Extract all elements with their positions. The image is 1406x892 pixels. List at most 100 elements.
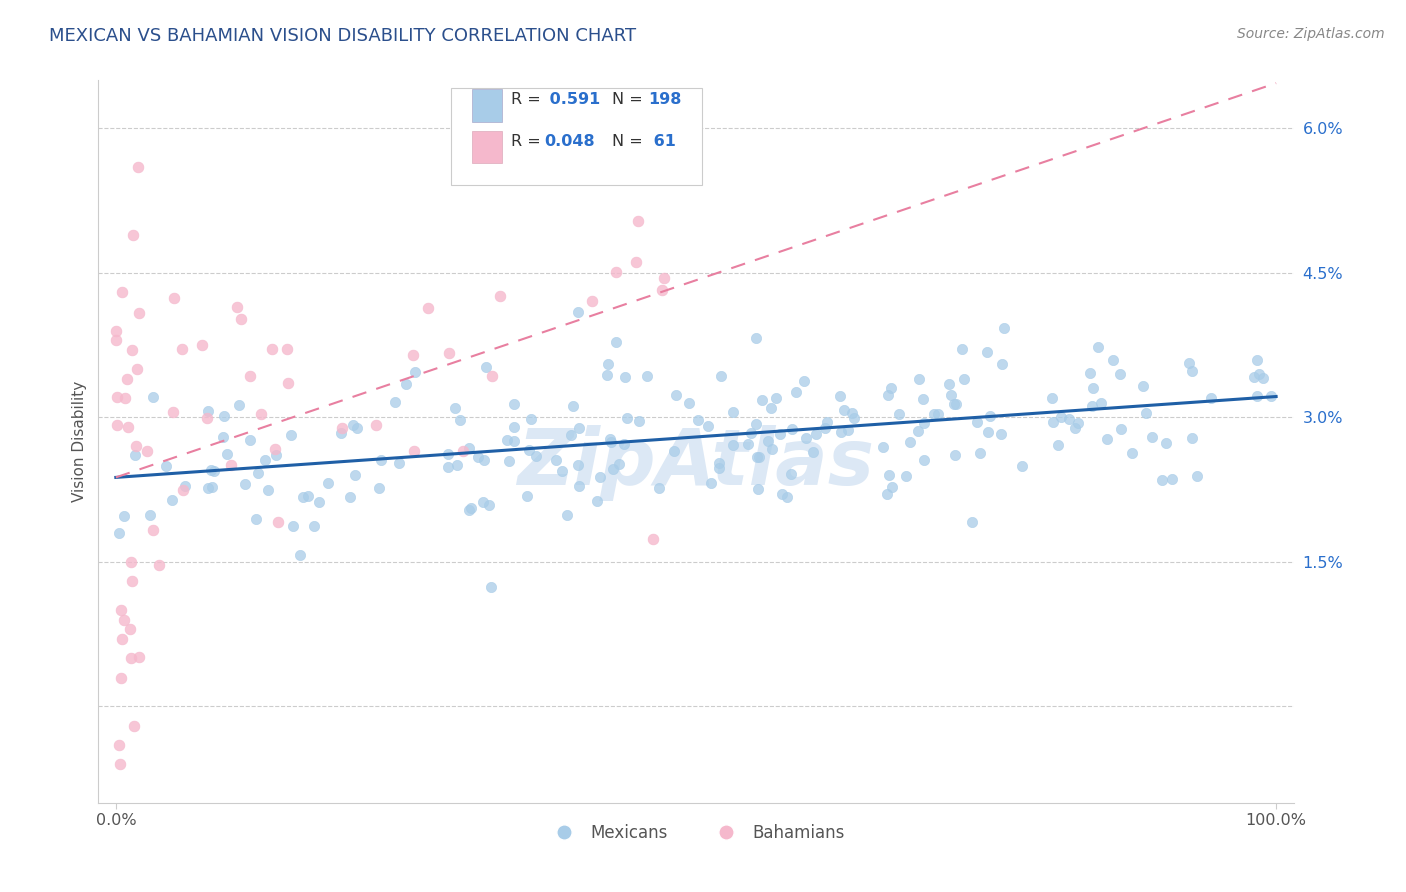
- Point: [197, 481, 219, 495]
- Point: [498, 454, 520, 468]
- Point: [907, 424, 929, 438]
- Point: [416, 301, 439, 315]
- Point: [127, 160, 149, 174]
- Point: [1156, 436, 1178, 450]
- Point: [1135, 406, 1157, 420]
- Point: [568, 479, 591, 493]
- Point: [112, 613, 135, 627]
- Point: [688, 412, 710, 426]
- Point: [105, 390, 128, 404]
- Point: [1067, 417, 1090, 431]
- Point: [225, 300, 247, 314]
- Point: [160, 493, 183, 508]
- Point: [1040, 392, 1063, 406]
- Text: 198: 198: [648, 93, 682, 107]
- Point: [900, 435, 922, 450]
- Point: [887, 407, 910, 421]
- Point: [502, 397, 524, 411]
- Point: [700, 476, 723, 491]
- Point: [1251, 370, 1274, 384]
- Point: [437, 447, 460, 461]
- Point: [479, 580, 502, 594]
- Point: [1152, 474, 1174, 488]
- Point: [1083, 381, 1105, 395]
- Point: [202, 464, 225, 478]
- Point: [467, 450, 489, 464]
- Point: [238, 369, 260, 384]
- Point: [524, 449, 547, 463]
- Point: [721, 405, 744, 419]
- Point: [330, 425, 353, 440]
- Point: [139, 508, 162, 523]
- Point: [108, 738, 131, 752]
- Point: [751, 392, 773, 407]
- Point: [395, 376, 418, 391]
- Point: [747, 482, 769, 496]
- Point: [172, 343, 194, 357]
- Point: [201, 480, 224, 494]
- Point: [1057, 412, 1080, 426]
- Point: [876, 388, 898, 402]
- Point: [120, 555, 142, 569]
- Point: [122, 228, 145, 243]
- Y-axis label: Vision Disability: Vision Disability: [72, 381, 87, 502]
- Point: [283, 518, 305, 533]
- Point: [1249, 367, 1271, 381]
- Point: [370, 453, 392, 467]
- Point: [912, 416, 935, 430]
- Point: [1102, 353, 1125, 368]
- Point: [765, 391, 787, 405]
- Point: [605, 265, 627, 279]
- FancyBboxPatch shape: [451, 87, 702, 185]
- Point: [1050, 409, 1073, 424]
- Point: [938, 376, 960, 391]
- Point: [814, 421, 837, 435]
- Point: [761, 442, 783, 456]
- Point: [842, 410, 865, 425]
- Point: [721, 437, 744, 451]
- Point: [503, 434, 526, 449]
- Point: [943, 397, 966, 411]
- Point: [478, 498, 501, 512]
- Point: [254, 453, 277, 467]
- Point: [110, 671, 132, 685]
- Point: [562, 399, 585, 413]
- Point: [1063, 420, 1085, 434]
- Point: [801, 444, 824, 458]
- Point: [567, 458, 589, 472]
- Point: [1260, 389, 1282, 403]
- Point: [404, 365, 426, 379]
- Point: [832, 403, 855, 417]
- Point: [308, 495, 330, 509]
- Point: [264, 442, 287, 457]
- Point: [613, 436, 636, 450]
- Point: [115, 372, 138, 386]
- Point: [250, 407, 273, 421]
- FancyBboxPatch shape: [472, 89, 502, 121]
- Text: N =: N =: [613, 134, 648, 149]
- Text: MEXICAN VS BAHAMIAN VISION DISABILITY CORRELATION CHART: MEXICAN VS BAHAMIAN VISION DISABILITY CO…: [49, 27, 637, 45]
- Point: [304, 519, 326, 533]
- Point: [880, 381, 903, 395]
- Point: [709, 461, 731, 475]
- Point: [135, 443, 157, 458]
- Point: [665, 387, 688, 401]
- Point: [387, 456, 409, 470]
- Point: [922, 408, 945, 422]
- Point: [402, 444, 425, 458]
- Point: [212, 409, 235, 424]
- Point: [122, 719, 145, 733]
- Point: [343, 467, 366, 482]
- Point: [128, 649, 150, 664]
- Point: [607, 457, 630, 471]
- Point: [276, 343, 298, 357]
- Point: [120, 651, 142, 665]
- Point: [472, 495, 495, 509]
- Point: [449, 413, 471, 427]
- Point: [769, 427, 792, 442]
- Point: [124, 448, 146, 462]
- Point: [990, 427, 1012, 442]
- Point: [437, 346, 460, 360]
- Point: [616, 410, 638, 425]
- Point: [879, 467, 901, 482]
